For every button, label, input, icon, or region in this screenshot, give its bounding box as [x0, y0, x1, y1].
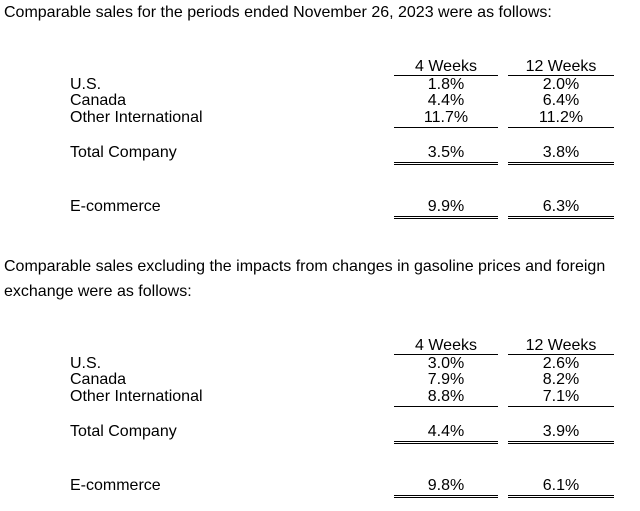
s1-header-4-weeks: 4 Weeks: [415, 58, 477, 75]
section2-intro-line2: exchange were as follows:: [4, 283, 192, 300]
s1-ecom-double-rule-12-weeks: [508, 216, 614, 219]
section1-intro: Comparable sales for the periods ended N…: [4, 4, 552, 21]
s2-row-other-intl-label: Other International: [70, 388, 203, 405]
s2-row-us-label: U.S.: [70, 355, 102, 372]
s2-header-12-weeks: 12 Weeks: [525, 337, 597, 354]
s2-row-canada-12w: 8.2%: [542, 371, 580, 388]
s1-row-us-label: U.S.: [70, 76, 102, 93]
section2-intro-line1: Comparable sales excluding the impacts f…: [4, 258, 606, 275]
s1-row-canada-4w: 4.4%: [427, 92, 465, 109]
s2-subtotal-rule-12-weeks: [508, 406, 614, 407]
s2-subtotal-rule-4-weeks: [394, 406, 498, 407]
s2-row-canada-4w: 7.9%: [427, 371, 465, 388]
s1-header-12-weeks: 12 Weeks: [525, 58, 597, 75]
s2-total-label: Total Company: [70, 423, 177, 440]
s1-header-rule-4-weeks: [394, 75, 498, 76]
s1-row-us-4w: 1.8%: [427, 76, 465, 93]
s2-row-canada-label: Canada: [70, 371, 127, 388]
s2-header-rule-4-weeks: [394, 354, 498, 355]
s2-total-double-rule-12-weeks: [508, 441, 614, 444]
s2-total-4w: 4.4%: [427, 423, 465, 440]
s1-total-label: Total Company: [70, 144, 177, 161]
s2-header-rule-12-weeks: [508, 354, 614, 355]
s2-row-other-intl-12w: 7.1%: [542, 388, 580, 405]
s2-ecom-12w: 6.1%: [542, 477, 580, 494]
s2-ecom-4w: 9.8%: [427, 477, 465, 494]
s1-total-double-rule-4-weeks: [394, 162, 498, 165]
s1-subtotal-rule-4-weeks: [394, 127, 498, 128]
s1-ecom-12w: 6.3%: [542, 198, 580, 215]
s1-ecom-double-rule-4-weeks: [394, 216, 498, 219]
s2-total-double-rule-4-weeks: [394, 441, 498, 444]
s1-ecom-label: E-commerce: [70, 198, 161, 215]
s1-total-12w: 3.8%: [542, 144, 580, 161]
s1-row-other-intl-4w: 11.7%: [423, 109, 469, 126]
s2-total-12w: 3.9%: [542, 423, 580, 440]
s1-total-4w: 3.5%: [427, 144, 465, 161]
s1-row-us-12w: 2.0%: [542, 76, 580, 93]
s2-ecom-double-rule-4-weeks: [394, 495, 498, 498]
s1-row-other-intl-label: Other International: [70, 109, 203, 126]
s1-row-other-intl-12w: 11.2%: [538, 109, 584, 126]
s1-row-canada-12w: 6.4%: [542, 92, 580, 109]
s1-ecom-4w: 9.9%: [427, 198, 465, 215]
s2-ecom-label: E-commerce: [70, 477, 161, 494]
s2-row-us-12w: 2.6%: [542, 355, 580, 372]
s2-row-us-4w: 3.0%: [427, 355, 465, 372]
s2-header-4-weeks: 4 Weeks: [415, 337, 477, 354]
s1-row-canada-label: Canada: [70, 92, 127, 109]
s2-ecom-double-rule-12-weeks: [508, 495, 614, 498]
s2-row-other-intl-4w: 8.8%: [427, 388, 465, 405]
s1-total-double-rule-12-weeks: [508, 162, 614, 165]
s1-header-rule-12-weeks: [508, 75, 614, 76]
s1-subtotal-rule-12-weeks: [508, 127, 614, 128]
